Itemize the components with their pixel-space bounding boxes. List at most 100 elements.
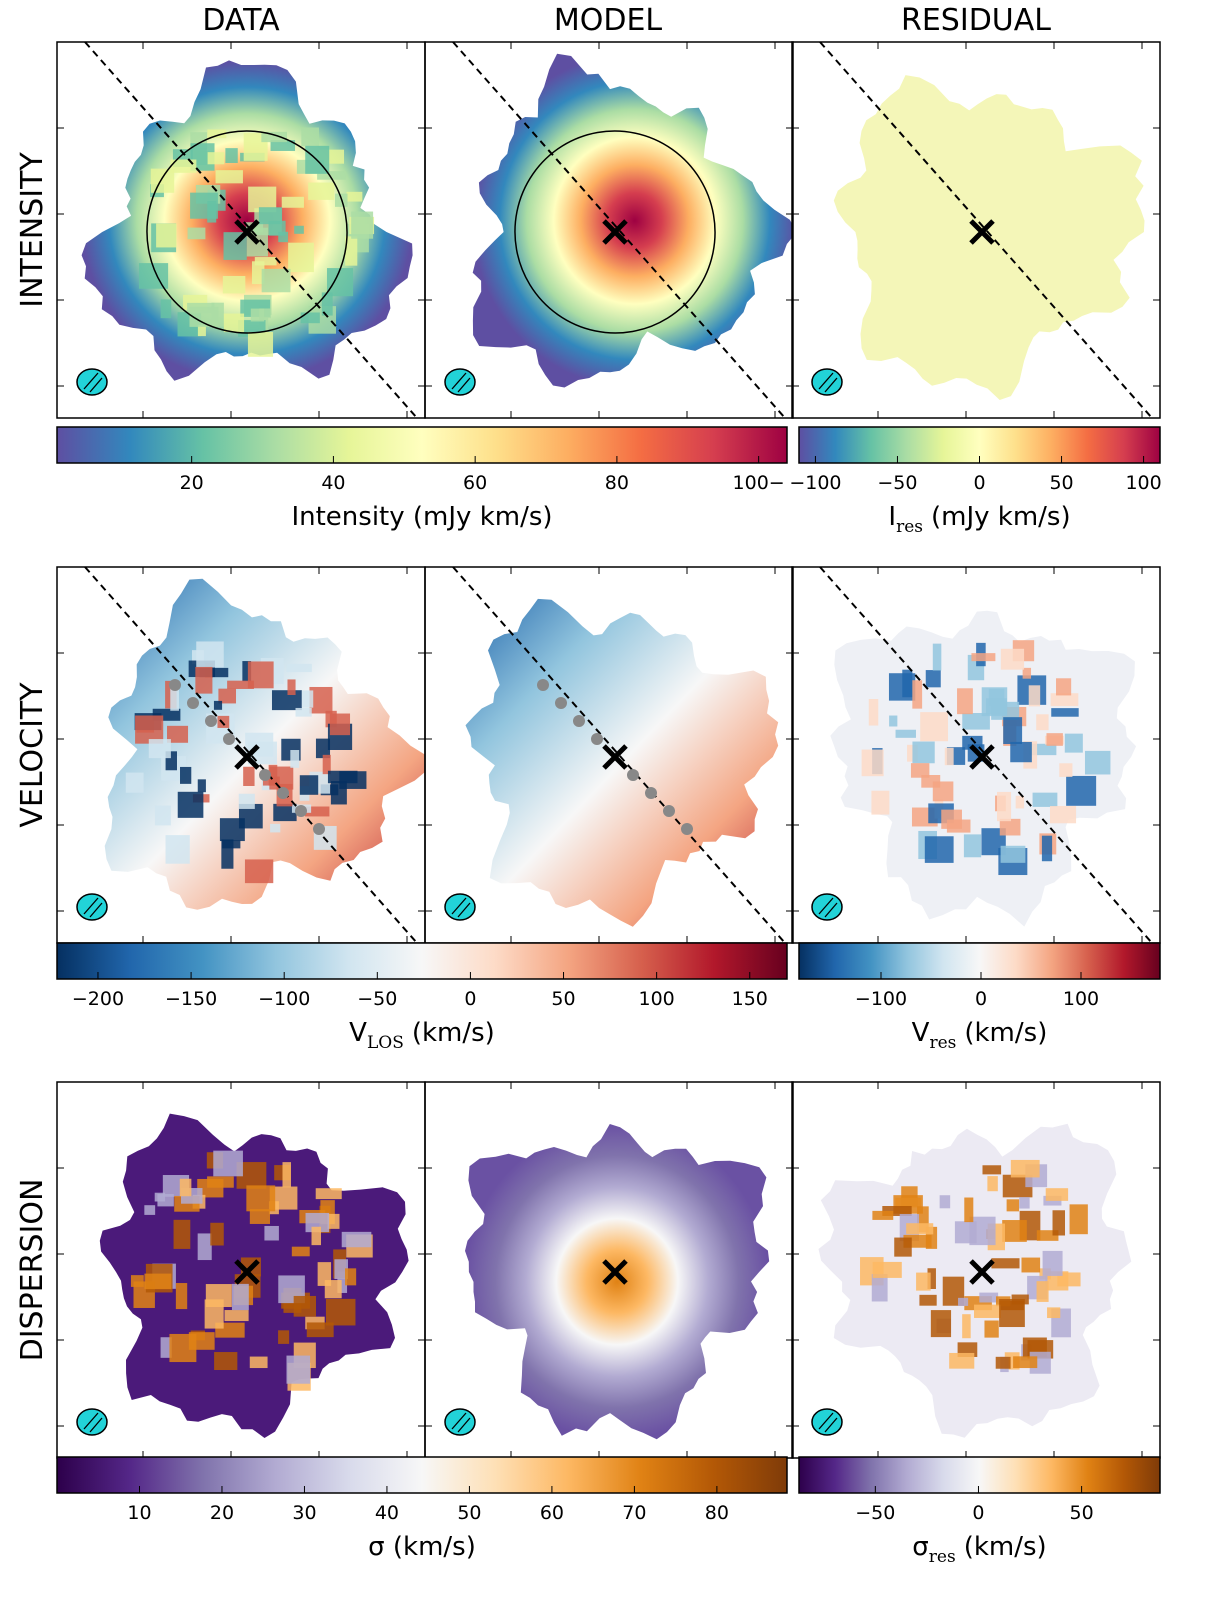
map-patch bbox=[1006, 1199, 1020, 1212]
ring-point bbox=[681, 823, 693, 835]
map-patch bbox=[215, 170, 243, 184]
map-patch bbox=[213, 700, 223, 710]
map-patch bbox=[290, 750, 300, 768]
ring-point bbox=[259, 769, 271, 781]
map-patch bbox=[1022, 667, 1032, 679]
map-patch bbox=[179, 1178, 192, 1197]
map-patch bbox=[281, 196, 304, 208]
map-patch bbox=[249, 1356, 268, 1369]
map-patch bbox=[334, 1259, 348, 1280]
emission-map bbox=[472, 53, 793, 388]
map-panel bbox=[56, 41, 426, 419]
map-patch bbox=[962, 713, 990, 730]
map-patch bbox=[1010, 741, 1032, 763]
map-patch bbox=[207, 1176, 234, 1188]
beam bbox=[811, 1408, 843, 1436]
map-patch bbox=[939, 1195, 951, 1209]
ring-point bbox=[223, 733, 235, 745]
map-patch bbox=[148, 739, 171, 759]
map-patch bbox=[1032, 792, 1058, 807]
map-patch bbox=[210, 1222, 224, 1246]
colorbar-tick-label: 60 bbox=[540, 1502, 564, 1524]
map-patch bbox=[1046, 733, 1063, 746]
map-patch bbox=[246, 1185, 276, 1212]
map-patch bbox=[889, 715, 898, 727]
map-patch bbox=[1041, 835, 1053, 862]
map-patch bbox=[927, 1268, 936, 1290]
map-patch bbox=[291, 1246, 310, 1257]
colorbar-tick-label: 40 bbox=[321, 472, 345, 494]
map-patch bbox=[317, 171, 347, 180]
map-patch bbox=[288, 242, 314, 273]
column-title: DATA bbox=[202, 3, 280, 38]
map-patch bbox=[160, 1337, 172, 1358]
map-patch bbox=[144, 1205, 156, 1215]
map-patch bbox=[932, 781, 954, 802]
map-patch bbox=[329, 713, 351, 736]
colorbar-tick-label: −50 bbox=[357, 988, 397, 1010]
colorbar-tick-label: 50 bbox=[457, 1502, 481, 1524]
map-patch bbox=[341, 1231, 372, 1248]
map-patch bbox=[1084, 750, 1111, 775]
emission-map bbox=[465, 1124, 770, 1440]
colorbar-label: Ires (mJy km/s) bbox=[888, 502, 1070, 537]
map-patch bbox=[278, 1330, 290, 1344]
map-patch bbox=[268, 764, 278, 786]
colorbar bbox=[56, 942, 788, 980]
ring-point bbox=[295, 805, 307, 817]
map-patch bbox=[231, 1283, 249, 1311]
map-patch bbox=[214, 1352, 238, 1371]
colorbar-label: σres (km/s) bbox=[912, 1532, 1046, 1567]
map-patch bbox=[165, 751, 177, 771]
map-patch bbox=[273, 803, 297, 822]
colorbar-tick-label: 50 bbox=[551, 988, 575, 1010]
colorbar-tick-label: 50 bbox=[1049, 472, 1073, 494]
label-subscript: res bbox=[896, 517, 923, 537]
beam-hatch bbox=[83, 897, 103, 918]
map-patch bbox=[286, 663, 312, 673]
map-patch bbox=[957, 688, 973, 715]
map-patch bbox=[282, 1162, 291, 1188]
map-patch bbox=[1069, 1204, 1088, 1235]
map-patch bbox=[1049, 806, 1077, 824]
map-patch bbox=[322, 754, 331, 775]
map-patch bbox=[308, 182, 335, 200]
colorbar-tick-label: −100 bbox=[789, 472, 841, 494]
colorbar-tick-label: 30 bbox=[292, 1502, 316, 1524]
colorbar-tick-label: −100 bbox=[855, 988, 907, 1010]
colorbar-tick-label: 100 bbox=[639, 988, 675, 1010]
map-patch bbox=[325, 1298, 356, 1326]
map-patch bbox=[189, 306, 219, 327]
map-patch bbox=[1051, 708, 1079, 717]
map-panel bbox=[791, 566, 1161, 944]
map-patch bbox=[251, 261, 265, 285]
map-patch bbox=[249, 1209, 270, 1224]
map-panel bbox=[791, 1081, 1161, 1459]
map-patch bbox=[345, 236, 358, 266]
ring-point bbox=[537, 679, 549, 691]
map-patch bbox=[243, 766, 255, 786]
map-patch bbox=[130, 1275, 144, 1287]
row-label: INTENSITY bbox=[15, 152, 50, 308]
map-patch bbox=[213, 1150, 243, 1177]
map-patch bbox=[197, 779, 206, 793]
map-patch bbox=[227, 680, 254, 689]
map-patch bbox=[222, 275, 246, 294]
map-patch bbox=[321, 292, 333, 316]
center-cross bbox=[234, 744, 260, 770]
center-cross bbox=[602, 1259, 628, 1285]
ring-point bbox=[277, 787, 289, 799]
map-patch bbox=[982, 1165, 1002, 1175]
map-patch bbox=[1000, 648, 1025, 670]
beam bbox=[811, 893, 843, 921]
colorbar-tick-label: 80 bbox=[705, 1502, 729, 1524]
map-patch bbox=[326, 268, 354, 297]
map-panel bbox=[56, 1081, 426, 1459]
map-patch bbox=[197, 1233, 212, 1261]
map-patch bbox=[868, 699, 879, 726]
ring-point bbox=[555, 697, 567, 709]
colorbar-tick-label: 150 bbox=[732, 988, 768, 1010]
map-patch bbox=[979, 1292, 999, 1303]
ring-point bbox=[205, 715, 217, 727]
map-patch bbox=[996, 791, 1012, 822]
